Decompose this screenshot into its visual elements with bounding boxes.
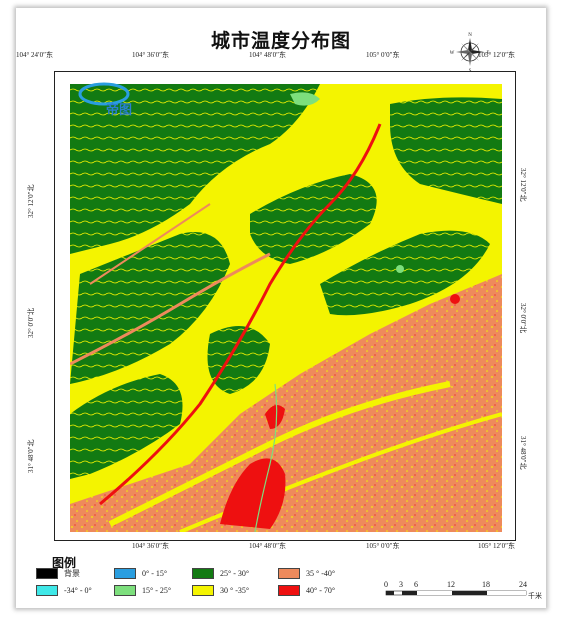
legend-label: 35 ° -40° [306,569,336,578]
temperature-raster-map [70,84,502,532]
legend-swatch [192,585,214,596]
right-tick: 31° 48′0″北 [519,436,527,470]
right-tick: 32° 0′0″北 [519,303,527,333]
scale-tick: 3 [399,580,403,589]
left-tick: 31° 48′0″北 [27,439,35,474]
bottom-tick: 105° 0′0″东 [366,542,400,550]
bottom-tick: 105° 12′0″东 [478,542,515,550]
legend-swatch [36,585,58,596]
legend-swatch [114,568,136,579]
compass-rose-icon: N S W E [450,33,490,72]
legend-label: 40° - 70° [306,586,336,595]
scale-tick: 24 [519,580,527,589]
legend-label: 15° - 25° [142,586,172,595]
map-title: 城市温度分布图 [210,31,351,52]
legend-label: 30 ° -35° [220,586,250,595]
legend-label: -34° - 0° [64,586,92,595]
right-tick: 32° 12′0″北 [519,168,527,202]
legend-swatch [36,568,58,579]
legend-swatch [192,568,214,579]
legend-swatch [278,568,300,579]
compass-s: S [469,69,472,72]
map-frame [54,71,516,541]
legend-title: 图例 [52,556,77,570]
compass-n: N [468,33,472,38]
left-tick: 32° 0′0″北 [27,308,35,338]
scale-tick: 12 [447,580,455,589]
watermark-logo: 帝图 [78,82,132,118]
scale-unit: 千米 [528,591,542,600]
top-tick: 104° 24′0″东 [16,51,53,59]
compass-w: W [450,51,455,56]
compass-e: E [486,51,489,56]
scale-tick: 18 [482,580,490,589]
legend-swatch [278,585,300,596]
top-tick: 104° 36′0″东 [132,51,169,59]
top-tick: 105° 12′0″东 [478,51,515,59]
scale-bar: 0 3 6 12 18 24 千米 [384,580,542,600]
scale-tick: 6 [414,580,418,589]
legend-label: 25° - 30° [220,569,250,578]
bottom-tick: 104° 48′0″东 [249,542,286,550]
scale-tick: 0 [384,580,388,589]
legend-swatch [114,585,136,596]
logo-text: 帝图 [106,102,132,118]
legend-label: 0° - 15° [142,569,168,578]
left-tick: 32° 12′0″北 [27,184,35,219]
legend-label: 背景 [64,569,80,578]
top-tick: 105° 0′0″东 [366,51,400,59]
bottom-tick: 104° 36′0″东 [132,542,169,550]
map-sheet: 城市温度分布图 N S W E 104° 24′0″东 104° 36′0″东 … [16,8,546,608]
top-tick: 104° 48′0″东 [249,51,286,59]
